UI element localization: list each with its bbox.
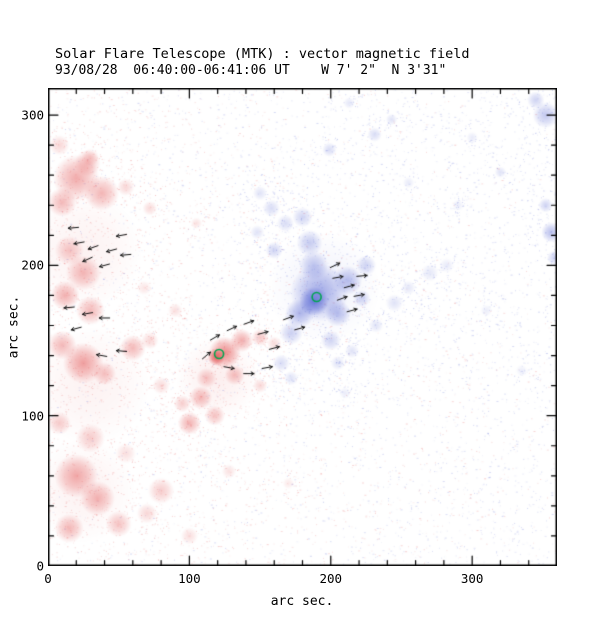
y-tick-label: 0 (36, 558, 44, 574)
x-tick-label: 200 (319, 571, 343, 586)
magnetogram-canvas (48, 88, 557, 566)
y-tick-label: 300 (21, 107, 44, 123)
y-tick-label: 200 (21, 257, 44, 273)
y-tick-label: 100 (21, 408, 44, 424)
figure-subtitle: 93/08/28 06:40:00-06:41:06 UT W 7' 2" N … (55, 63, 447, 78)
x-axis-label: arc sec. (270, 594, 334, 609)
y-axis-label: arc sec. (6, 295, 22, 359)
figure-title: Solar Flare Telescope (MTK) : vector mag… (55, 46, 470, 62)
x-tick-label: 300 (460, 571, 484, 586)
x-tick-label: 100 (178, 571, 201, 586)
x-tick-label: 0 (44, 571, 52, 586)
